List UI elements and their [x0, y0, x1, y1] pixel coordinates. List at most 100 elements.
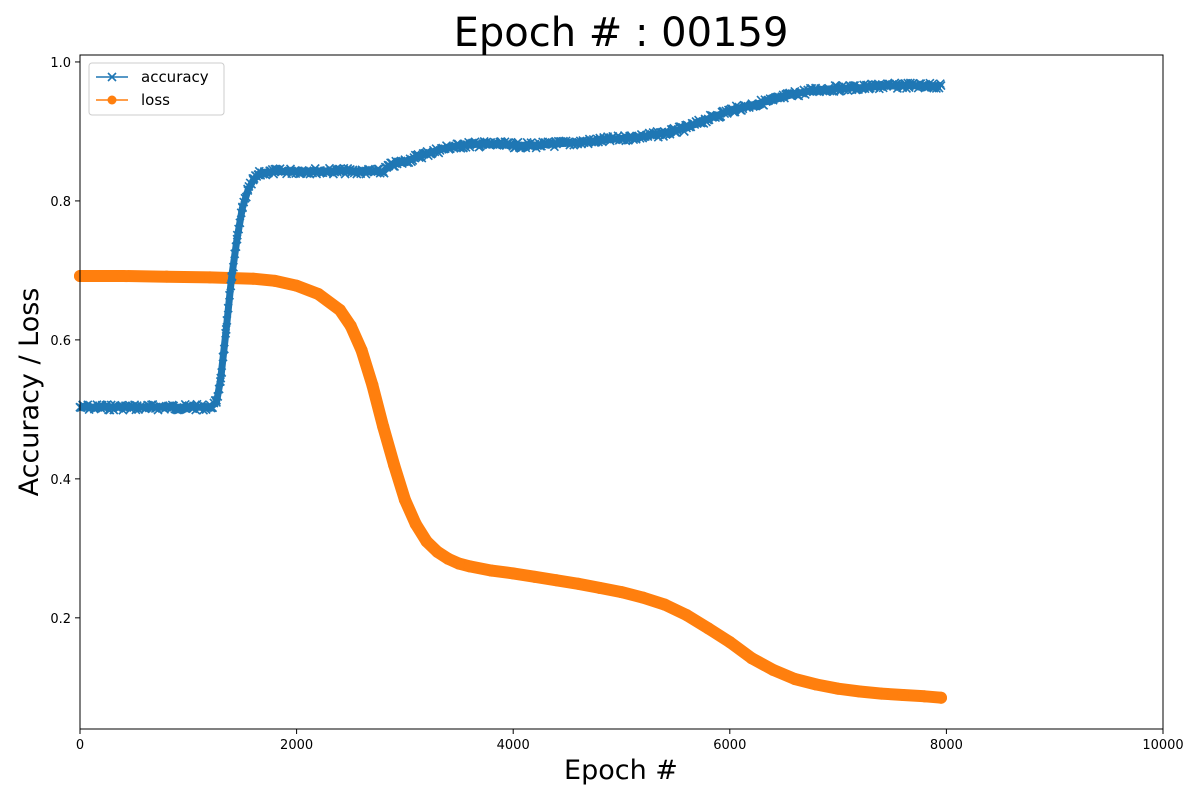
loss-point: [409, 518, 422, 531]
loss-point: [453, 557, 466, 570]
accuracy-point: [243, 185, 253, 196]
accuracy-point: [270, 167, 280, 177]
loss-point: [788, 672, 801, 685]
accuracy-point: [254, 169, 264, 180]
accuracy-point: [811, 85, 822, 95]
x-tick-label: 4000: [497, 738, 530, 753]
loss-point: [550, 574, 563, 587]
loss-point: [117, 269, 130, 282]
loss-point: [463, 560, 476, 573]
accuracy-point: [486, 139, 497, 149]
accuracy-point: [833, 83, 843, 93]
series-accuracy: [75, 78, 946, 415]
loss-point: [745, 652, 758, 665]
loss-point: [572, 577, 585, 590]
loss-point: [702, 622, 715, 635]
legend: accuracy loss: [88, 62, 225, 116]
accuracy-point: [920, 81, 930, 91]
accuracy-point: [638, 131, 648, 141]
x-tick-label: 10000: [1142, 738, 1183, 753]
accuracy-point: [768, 95, 778, 105]
accuracy-point: [221, 324, 231, 335]
plot-frame: [79, 54, 1164, 730]
chart-title: Epoch # : 00159: [454, 10, 789, 56]
loss-point: [918, 690, 931, 703]
loss-point: [160, 270, 173, 283]
accuracy-point: [118, 402, 128, 412]
accuracy-point: [357, 167, 367, 177]
loss-point: [268, 274, 281, 287]
accuracy-point: [616, 133, 627, 143]
accuracy-point: [211, 397, 222, 407]
accuracy-point: [530, 140, 540, 150]
series-layer: [74, 78, 947, 704]
loss-point: [637, 591, 650, 604]
y-tick-label: 0.4: [50, 473, 71, 488]
loss-point: [485, 564, 498, 577]
accuracy-point: [162, 402, 172, 412]
legend-label-accuracy: accuracy: [141, 68, 209, 86]
accuracy-point: [790, 89, 800, 99]
accuracy-point: [400, 156, 410, 166]
loss-point: [377, 420, 390, 433]
accuracy-point: [292, 166, 302, 176]
x-axis-label: Epoch #: [564, 755, 678, 786]
loss-point: [528, 570, 541, 583]
x-tick-label: 6000: [713, 738, 746, 753]
accuracy-point: [335, 166, 345, 176]
loss-point: [355, 344, 368, 357]
loss-point: [934, 691, 947, 704]
y-tick-label: 0.2: [50, 612, 71, 627]
y-tick-label: 1.0: [50, 56, 71, 71]
loss-point: [507, 567, 520, 580]
accuracy-point: [876, 81, 886, 91]
loss-point: [366, 379, 379, 392]
accuracy-point: [227, 272, 237, 282]
legend-label-loss: loss: [141, 91, 170, 109]
accuracy-point: [660, 128, 670, 139]
loss-point: [593, 581, 606, 594]
loss-point: [312, 288, 325, 301]
accuracy-point: [703, 114, 713, 124]
accuracy-point: [573, 137, 583, 148]
y-tick-label: 0.8: [50, 195, 71, 210]
loss-point: [875, 687, 888, 700]
loss-point: [247, 272, 260, 285]
accuracy-point: [216, 373, 226, 383]
loss-point: [853, 685, 866, 698]
accuracy-point: [465, 140, 475, 150]
accuracy-point: [898, 81, 908, 91]
accuracy-point: [508, 140, 518, 150]
accuracy-point: [725, 106, 735, 116]
accuracy-point: [551, 139, 562, 149]
accuracy-point: [421, 149, 432, 159]
loss-point: [810, 678, 823, 691]
ticks-layer: 0 2000 4000 6000 8000 10000 0.2 0.4 0.6 0.8 1.0: [50, 56, 1183, 753]
loss-point: [344, 319, 357, 332]
accuracy-point: [595, 135, 605, 146]
loss-point: [388, 458, 401, 471]
series-loss: [74, 269, 947, 704]
loss-point: [680, 609, 693, 622]
accuracy-point: [746, 100, 757, 110]
x-tick-label: 2000: [280, 738, 313, 753]
loss-point: [203, 271, 216, 284]
loss-point: [420, 535, 433, 548]
accuracy-point: [205, 402, 215, 412]
accuracy-point: [237, 203, 248, 213]
loss-point: [398, 493, 411, 506]
loss-point: [615, 586, 628, 599]
accuracy-point: [259, 167, 269, 177]
loss-point: [723, 636, 736, 649]
accuracy-point: [232, 234, 242, 244]
accuracy-point: [443, 142, 453, 152]
loss-point: [767, 663, 780, 676]
loss-point: [290, 279, 303, 292]
accuracy-point: [313, 166, 323, 176]
y-axis-label: Accuracy / Loss: [14, 288, 45, 497]
loss-point: [897, 688, 910, 701]
y-tick-label: 0.6: [50, 334, 71, 349]
accuracy-point: [855, 83, 865, 93]
accuracy-point: [384, 161, 394, 171]
